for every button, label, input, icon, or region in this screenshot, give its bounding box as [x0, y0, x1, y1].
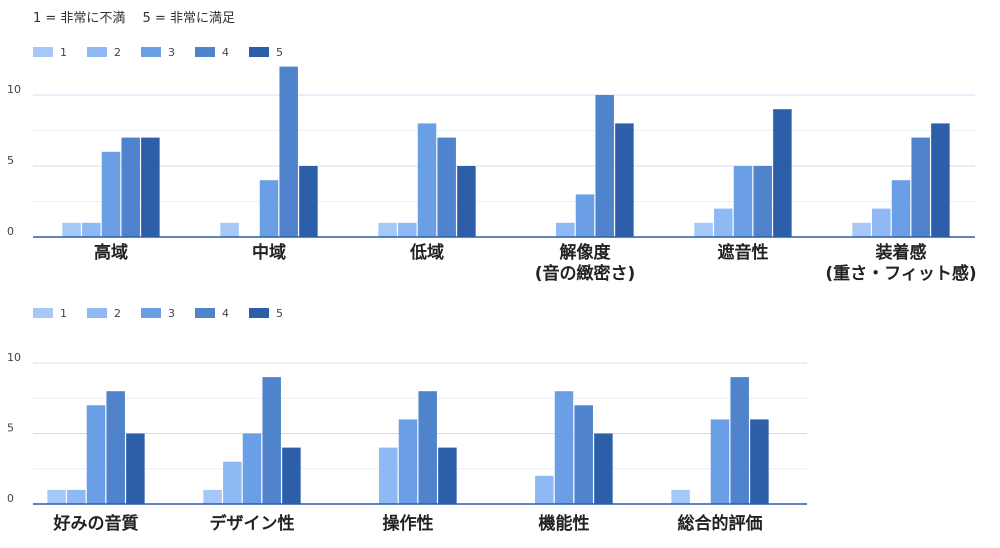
bar-3	[575, 194, 595, 237]
category-label: 解像度	[560, 242, 612, 263]
bar-4	[574, 405, 593, 504]
y-tick-label: 5	[7, 154, 14, 167]
legend-label-5: 5	[276, 46, 283, 59]
legend-swatch-4	[195, 308, 215, 318]
bar-2	[82, 222, 101, 237]
bar-2	[223, 461, 242, 504]
legend-label-3: 3	[168, 46, 175, 59]
bar-5	[594, 433, 613, 504]
y-tick-label: 5	[7, 422, 14, 435]
category-label: デザイン性	[210, 513, 295, 534]
category-label: 中域	[252, 242, 286, 263]
bar-5	[773, 109, 792, 237]
bar-4	[437, 137, 456, 237]
bar-5	[457, 166, 476, 237]
category-label: 操作性	[383, 513, 434, 534]
bar-2	[379, 447, 398, 504]
bar-5	[931, 123, 950, 237]
legend-swatch-5	[249, 47, 269, 57]
bar-4	[753, 166, 772, 237]
bar-4	[418, 391, 437, 504]
bar-3	[101, 151, 121, 237]
category-label: (音の緻密さ)	[535, 263, 636, 284]
legend-swatch-3	[141, 47, 161, 57]
legend-label-2: 2	[114, 307, 121, 320]
bar-3	[398, 419, 418, 504]
bar-4	[911, 137, 930, 237]
bar-3	[417, 123, 437, 237]
category-label: 総合的評価	[678, 513, 763, 534]
bar-3	[242, 433, 262, 504]
bar-5	[299, 166, 318, 237]
bar-4	[262, 377, 281, 504]
bar-3	[733, 166, 753, 237]
bar-3	[710, 419, 730, 504]
bar-1	[694, 222, 713, 237]
category-label: 低域	[409, 242, 444, 263]
bar-2	[67, 489, 86, 504]
category-label: (重さ・フィット感)	[825, 263, 976, 284]
bar-3	[259, 180, 279, 237]
legend-label-4: 4	[222, 46, 229, 59]
bar-4	[106, 391, 125, 504]
category-label: 機能性	[539, 513, 590, 534]
bar-4	[279, 66, 298, 237]
legend-swatch-1	[33, 308, 53, 318]
legend-label-3: 3	[168, 307, 175, 320]
legend-swatch-3	[141, 308, 161, 318]
bar-4	[595, 95, 614, 237]
bar-1	[47, 489, 66, 504]
legend-label-1: 1	[60, 307, 67, 320]
legend-label-4: 4	[222, 307, 229, 320]
bar-5	[141, 137, 160, 237]
y-tick-label: 0	[7, 492, 14, 505]
category-label: 好みの音質	[53, 513, 139, 534]
bar-3	[554, 391, 574, 504]
bar-1	[378, 222, 397, 237]
bar-5	[126, 433, 145, 504]
bar-2	[398, 222, 417, 237]
legend-label-2: 2	[114, 46, 121, 59]
legend-swatch-1	[33, 47, 53, 57]
legend-swatch-2	[87, 47, 107, 57]
bar-1	[203, 489, 222, 504]
bar-2	[714, 208, 733, 237]
scale-note: 1 = 非常に不満 5 = 非常に満足	[33, 11, 235, 26]
legend-swatch-4	[195, 47, 215, 57]
legend-label-5: 5	[276, 307, 283, 320]
bar-4	[730, 377, 749, 504]
category-label: 遮音性	[718, 242, 769, 263]
legend-swatch-2	[87, 308, 107, 318]
y-tick-label: 10	[7, 83, 21, 96]
bar-3	[86, 405, 106, 504]
category-label: 装着感	[875, 242, 927, 263]
bar-4	[121, 137, 140, 237]
bar-2	[872, 208, 891, 237]
bar-3	[891, 180, 911, 237]
bar-1	[220, 222, 239, 237]
bar-5	[438, 447, 457, 504]
category-label: 高域	[94, 242, 128, 263]
bar-1	[62, 222, 81, 237]
bar-5	[750, 419, 769, 504]
bar-1	[671, 489, 690, 504]
y-tick-label: 0	[7, 225, 14, 238]
bar-1	[852, 222, 871, 237]
y-tick-label: 10	[7, 351, 21, 364]
legend-label-1: 1	[60, 46, 67, 59]
legend-swatch-5	[249, 308, 269, 318]
bar-2	[535, 475, 554, 504]
bar-5	[615, 123, 634, 237]
bar-2	[556, 222, 575, 237]
bar-5	[282, 447, 301, 504]
